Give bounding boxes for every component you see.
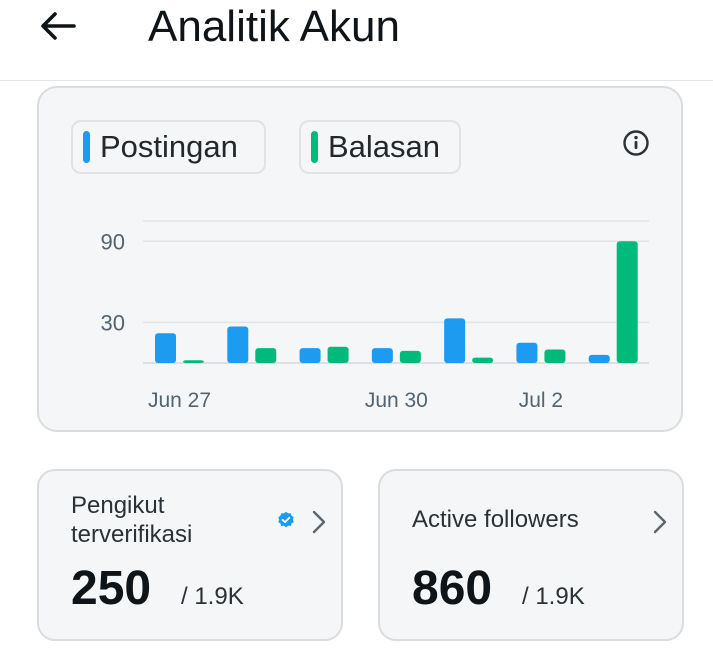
bar-balasan[interactable] (399, 350, 421, 363)
legend-label-posts: Postingan (100, 129, 238, 164)
x-tick-label: Jun 30 (365, 389, 428, 412)
x-tick-label: Jul 2 (519, 389, 563, 412)
bar-balasan[interactable] (616, 241, 638, 363)
app-header: Analitik Akun (0, 0, 713, 81)
legend-chip-replies[interactable]: Balasan (299, 120, 461, 174)
active-followers-total: / 1.9K (522, 583, 585, 610)
bar-postingan[interactable] (227, 326, 249, 363)
active-followers-value: 860 (412, 562, 493, 615)
bar-postingan[interactable] (588, 354, 610, 363)
active-followers-card[interactable]: Active followers 860 / 1.9K (378, 469, 684, 641)
bar-postingan[interactable] (516, 342, 538, 363)
bar-balasan[interactable] (327, 346, 349, 363)
verified-followers-label: Pengikut terverifikasi (71, 492, 193, 548)
info-icon (623, 130, 649, 156)
bar-balasan[interactable] (183, 360, 204, 363)
arrow-left-icon (41, 12, 76, 40)
chart-card: Postingan Balasan 30 90 Jun 27 Jun 30 Jul 2 (37, 86, 683, 432)
bar-postingan[interactable] (444, 318, 466, 363)
legend-swatch-replies (311, 131, 318, 163)
active-followers-label: Active followers (412, 506, 579, 533)
verified-followers-card[interactable]: Pengikut terverifikasi 250 / 1.9K (37, 469, 343, 641)
page-title: Analitik Akun (148, 2, 400, 51)
legend-swatch-posts (83, 131, 90, 163)
bar-balasan[interactable] (255, 348, 277, 363)
bar-postingan[interactable] (155, 333, 176, 363)
verified-followers-total: / 1.9K (181, 583, 244, 610)
bar-balasan[interactable] (544, 349, 566, 363)
chevron-right-icon (312, 510, 326, 534)
bar-balasan[interactable] (472, 357, 494, 363)
y-tick-label: 90 (101, 229, 125, 254)
chevron-right-icon (653, 510, 667, 534)
bar-chart: 30 90 Jun 27 Jun 30 Jul 2 (101, 220, 649, 412)
legend-chip-posts[interactable]: Postingan (71, 120, 266, 174)
legend-label-replies: Balasan (328, 129, 441, 164)
bar-postingan[interactable] (371, 348, 393, 363)
verified-followers-value: 250 (71, 562, 152, 615)
bar-postingan[interactable] (299, 348, 321, 363)
y-tick-label: 30 (101, 310, 125, 335)
back-button[interactable] (36, 4, 80, 48)
info-button[interactable] (621, 128, 651, 158)
x-tick-label: Jun 27 (148, 389, 211, 412)
verified-badge-icon (278, 511, 294, 528)
